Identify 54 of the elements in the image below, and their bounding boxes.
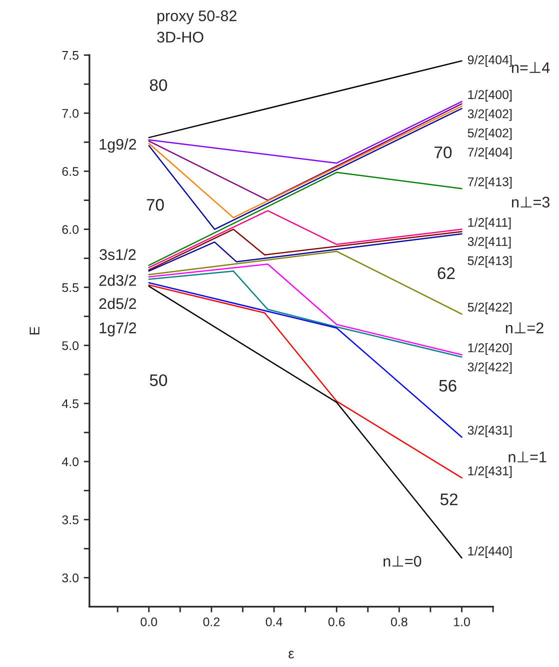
annotation: 62 (438, 267, 455, 280)
annotation: 80 (150, 79, 168, 92)
x-tick-label: 1.0 (454, 617, 470, 626)
annotation: 70 (434, 146, 452, 158)
annotation: 56 (439, 380, 456, 392)
series-label: 1/2[411] (468, 218, 511, 230)
x-tick-label: 0.6 (328, 617, 345, 626)
annotation: 70 (146, 198, 164, 211)
y-tick-label: 5.0 (62, 341, 79, 350)
series-label: 5/2[422] (468, 302, 512, 314)
text: n=⊥4 (512, 62, 550, 73)
text: n⊥=2 (506, 322, 544, 334)
y-tick-label: 6.0 (62, 225, 79, 234)
text: proxy 50-82 (158, 10, 236, 24)
y-axis-title: E (30, 326, 40, 334)
x-tick-label: 0.8 (390, 617, 408, 626)
x-tick-label: 0.4 (266, 617, 282, 626)
text: 7/2[404] (468, 147, 512, 160)
annotation: 1g9/2 (100, 138, 136, 153)
line-series (148, 210, 462, 268)
text: n⊥=3 (512, 196, 550, 208)
annotation: n⊥=0 (384, 556, 422, 567)
series-label: 1/2[431] (468, 466, 512, 478)
y-tick-label: 7.0 (62, 108, 79, 118)
y-tick-label: 7.5 (62, 51, 78, 60)
annotation: 3s1/2 (100, 248, 136, 260)
series-label: 1/2[420] (468, 343, 512, 355)
annotation: 50 (150, 374, 168, 386)
annotation: 2d3/2 (99, 274, 136, 286)
series-label: 1/2[440] (468, 546, 512, 558)
series-label: 1/2[400] (468, 90, 512, 102)
series-label: 5/2[402] (468, 128, 512, 140)
line-series (148, 284, 462, 478)
text: n⊥=1 (508, 452, 546, 462)
x-tick-label: 0.0 (140, 617, 158, 626)
series-label: 3/2[431] (468, 426, 512, 438)
annotation: 52 (440, 493, 458, 506)
y-tick-label: 3.0 (62, 573, 79, 582)
y-tick-label: 3.5 (62, 515, 78, 524)
series-label: 9/2[404] (468, 55, 512, 67)
x-tick-label: 0.2 (203, 617, 220, 626)
series-label: 3/2[422] (468, 362, 512, 374)
series-label: 7/2[413] (468, 177, 512, 189)
y-tick-label: 4.5 (62, 399, 78, 408)
text: 3D-HO (157, 32, 204, 43)
annotation: 2d5/2 (99, 298, 136, 310)
series-label: 5/2[413] (468, 256, 512, 268)
annotation: 1g7/2 (100, 322, 136, 336)
y-tick-label: 6.5 (62, 167, 78, 176)
x-axis-title: ε (288, 650, 294, 658)
series-label: 3/2[402] (468, 109, 512, 121)
y-tick-label: 4.0 (62, 457, 79, 466)
series-label: 3/2[411] (468, 236, 511, 248)
y-tick-label: 5.5 (62, 283, 78, 292)
